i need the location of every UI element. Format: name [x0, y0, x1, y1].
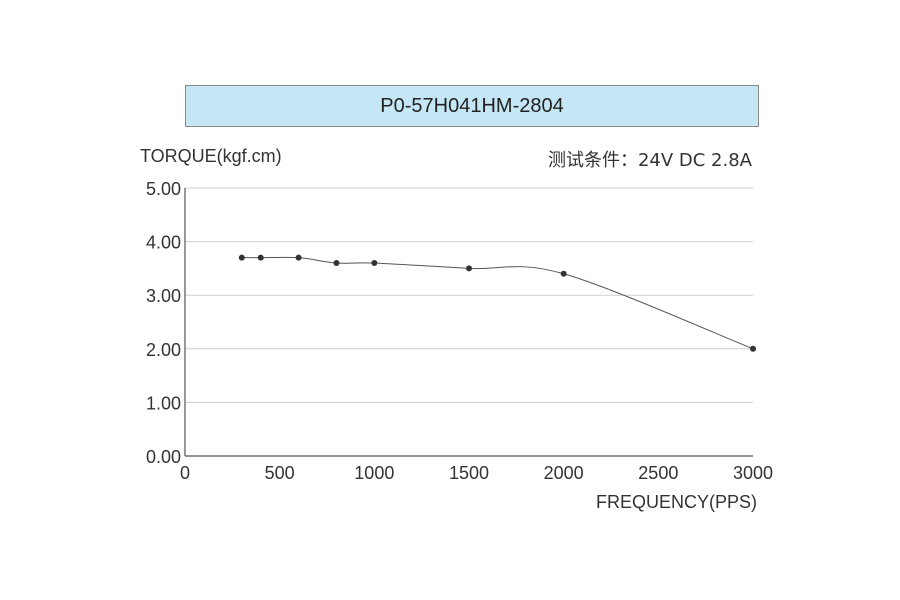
axes [184, 188, 753, 457]
data-point [466, 265, 472, 272]
series [238, 254, 756, 352]
y-tick-label: 4.00 [146, 233, 181, 253]
data-point [750, 345, 756, 352]
x-tick-label: 3000 [733, 463, 773, 483]
y-tick-label: 1.00 [146, 393, 181, 413]
x-tick-labels: 0 500 1000 1500 2000 2500 3000 [180, 463, 773, 483]
data-point [560, 270, 567, 277]
y-tick-labels: 0.00 1.00 2.00 3.00 4.00 5.00 [146, 179, 181, 467]
x-tick-label: 0 [180, 463, 190, 483]
x-tick-label: 500 [265, 463, 295, 483]
y-axis-label: TORQUE(kgf.cm) [140, 146, 282, 166]
y-tick-label: 2.00 [146, 340, 181, 360]
data-point [295, 254, 302, 261]
test-condition: 测试条件：24V DC 2.8A [547, 150, 752, 171]
y-tick-label: 3.00 [146, 286, 181, 306]
x-tick-label: 2500 [638, 463, 678, 483]
grid [185, 187, 753, 403]
x-tick-label: 2000 [544, 463, 584, 483]
data-point [333, 260, 340, 267]
data-point [257, 254, 264, 261]
y-tick-label: 0.00 [146, 447, 181, 467]
x-axis-label: FREQUENCY(PPS) [595, 492, 757, 512]
y-tick-label: 5.00 [146, 179, 181, 199]
x-tick-label: 1000 [354, 463, 394, 483]
data-point [371, 260, 378, 267]
chart-title: P0-57H041HM-2804 [185, 85, 759, 127]
series-line [241, 256, 754, 350]
data-point [238, 254, 245, 261]
x-tick-label: 1500 [449, 463, 489, 483]
